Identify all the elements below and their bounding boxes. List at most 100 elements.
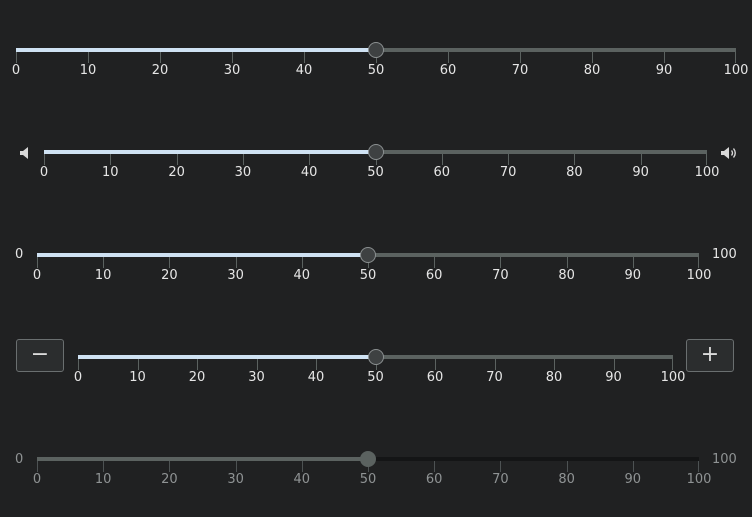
slider-row-volume: 0 10 20 30 40 50 60 70 80 90 100 [0, 144, 752, 210]
slider-tick-label: 100 [694, 165, 720, 180]
slider-tick [698, 461, 699, 472]
slider-tick-label: 90 [624, 268, 642, 283]
slider-track[interactable]: 0 10 20 30 40 50 60 70 80 90 100 [74, 349, 685, 385]
slider-thumb[interactable] [367, 144, 384, 160]
slider-tick [37, 257, 38, 268]
slider-max-label: 100 [712, 452, 737, 467]
slider-tick-label: 60 [439, 63, 457, 78]
volume-up-icon [720, 145, 738, 164]
slider-tick [664, 52, 665, 63]
slider-track[interactable]: 0 10 20 30 40 50 60 70 80 90 100 [33, 247, 711, 283]
slider-tick-label: 40 [295, 63, 313, 78]
slider-tick [494, 359, 496, 370]
slider-tick-label: 70 [486, 370, 503, 385]
slider-tick [448, 52, 449, 63]
slider-row-range-labels: 0 0 10 20 30 40 50 60 70 80 90 100 100 [0, 247, 752, 313]
slider-tick [88, 52, 89, 63]
slider-tick [103, 257, 105, 268]
slider-tick [16, 52, 17, 63]
slider-tick-label: 100 [686, 472, 712, 487]
slider-tick-label: 60 [433, 165, 451, 180]
slider-tick [435, 359, 436, 370]
slider-tick [160, 52, 161, 63]
slider-track[interactable]: 0 10 20 30 40 50 60 70 80 90 100 [40, 144, 719, 180]
slider-tick [316, 359, 317, 370]
slider-tick [434, 257, 436, 268]
slider-tick [242, 154, 244, 165]
slider-tick-label: 60 [425, 472, 443, 487]
slider-tick [197, 359, 198, 370]
slider-tick [441, 154, 443, 165]
decrement-button[interactable]: − [16, 339, 64, 372]
slider-tick [566, 461, 568, 472]
slider-min-label: 0 [15, 247, 24, 262]
slider-tick [235, 461, 237, 472]
slider-tick [304, 52, 305, 63]
slider-thumb[interactable] [367, 349, 384, 365]
slider-tick-label: 80 [558, 472, 575, 487]
slider-tick-label: 50 [359, 472, 377, 487]
increment-button[interactable]: + [686, 339, 734, 372]
slider-row-basic: 0 10 20 30 40 50 60 70 80 90 100 [0, 42, 752, 108]
slider-tick-label: 90 [632, 165, 649, 180]
slider-tick [434, 461, 436, 472]
slider-tick [232, 52, 233, 63]
slider-tick [103, 461, 105, 472]
slider-tick [500, 461, 502, 472]
slider-tick-label: 0 [39, 165, 49, 180]
slider-tick-label: 0 [32, 472, 42, 487]
slider-tick [301, 257, 303, 268]
slider-tick-label: 100 [660, 370, 686, 385]
slider-tick [309, 154, 311, 165]
slider-row-stepper: − 0 10 20 30 40 50 60 70 80 90 100 + [0, 339, 752, 415]
slider-min-label: 0 [15, 452, 24, 467]
slider-tick-label: 60 [426, 370, 444, 385]
slider-tick [574, 154, 576, 165]
slider-tick-label: 10 [79, 63, 97, 78]
slider-tick [706, 154, 707, 165]
slider-tick [698, 257, 699, 268]
slider-tick [520, 52, 521, 63]
slider-tick-label: 100 [686, 268, 712, 283]
slider-tick-label: 100 [723, 63, 749, 78]
slider-track: 0 10 20 30 40 50 60 70 80 90 100 [33, 451, 711, 487]
slider-thumb[interactable] [360, 247, 376, 263]
slider-tick-label: 20 [161, 472, 178, 487]
slider-tick-label: 10 [94, 268, 112, 283]
slider-thumb[interactable] [368, 42, 384, 58]
slider-tick [169, 461, 171, 472]
slider-tick [640, 154, 642, 165]
slider-tick-label: 40 [293, 472, 311, 487]
slider-tick-label: 40 [307, 370, 325, 385]
slider-tick-label: 70 [492, 268, 509, 283]
slider-tick [169, 257, 171, 268]
slider-tick-label: 30 [248, 370, 265, 385]
slider-tick [37, 461, 38, 472]
slider-fill [44, 150, 376, 154]
slider-tick-label: 60 [425, 268, 443, 283]
slider-tick [235, 257, 237, 268]
slider-tick-label: 30 [234, 165, 252, 180]
slider-track[interactable]: 0 10 20 30 40 50 60 70 80 90 100 [12, 42, 748, 78]
slider-fill [78, 355, 376, 359]
slider-tick-label: 0 [11, 63, 21, 78]
slider-tick [301, 461, 303, 472]
slider-tick [672, 359, 673, 370]
slider-tick-label: 50 [367, 165, 384, 180]
slider-tick-label: 0 [73, 370, 83, 385]
slider-tick [78, 359, 79, 370]
slider-tick-label: 50 [367, 63, 385, 78]
slider-tick [137, 359, 139, 370]
slider-tick-label: 40 [300, 165, 318, 180]
slider-tick-label: 80 [583, 63, 601, 78]
slider-tick-label: 30 [227, 472, 244, 487]
volume-mute-icon [19, 145, 31, 164]
slider-tick [256, 359, 258, 370]
slider-tick-label: 70 [499, 165, 517, 180]
slider-fill [37, 457, 368, 461]
slider-tick-label: 50 [367, 370, 384, 385]
slider-tick-label: 20 [188, 370, 206, 385]
slider-tick-label: 20 [151, 63, 169, 78]
slider-tick-label: 70 [511, 63, 529, 78]
slider-thumb [360, 451, 376, 467]
